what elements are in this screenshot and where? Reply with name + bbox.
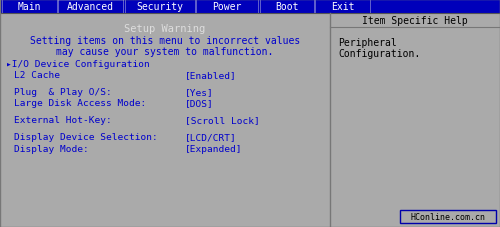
Text: [LCD/CRT]: [LCD/CRT] — [185, 133, 237, 142]
Text: ▸I/O Device Configuration: ▸I/O Device Configuration — [6, 60, 150, 69]
Bar — [0, 14, 330, 227]
Bar — [196, 0, 258, 14]
Text: HConline.com.cn: HConline.com.cn — [410, 212, 486, 221]
Bar — [125, 0, 195, 14]
Text: [DOS]: [DOS] — [185, 99, 214, 108]
Text: Large Disk Access Mode:: Large Disk Access Mode: — [14, 99, 146, 108]
Text: Item Specific Help: Item Specific Help — [362, 16, 468, 26]
Text: Advanced: Advanced — [67, 2, 114, 12]
Text: Display Mode:: Display Mode: — [14, 144, 89, 153]
Text: External Hot-Key:: External Hot-Key: — [14, 116, 112, 125]
Text: Configuration.: Configuration. — [338, 49, 420, 59]
Bar — [330, 14, 500, 227]
Bar — [315, 0, 370, 14]
Bar — [58, 0, 123, 14]
Text: [Enabled]: [Enabled] — [185, 71, 237, 80]
Text: Security: Security — [136, 2, 184, 12]
Bar — [400, 210, 496, 223]
Text: Display Device Selection:: Display Device Selection: — [14, 133, 158, 142]
Bar — [0, 0, 500, 14]
Text: Plug  & Play O/S:: Plug & Play O/S: — [14, 88, 112, 96]
Text: Peripheral: Peripheral — [338, 38, 397, 48]
Bar — [260, 0, 314, 14]
Text: L2 Cache: L2 Cache — [14, 71, 60, 80]
Text: Boot: Boot — [275, 2, 299, 12]
Bar — [330, 14, 500, 28]
Text: Setting items on this menu to incorrect values: Setting items on this menu to incorrect … — [30, 36, 300, 46]
Text: Exit: Exit — [331, 2, 354, 12]
Text: [Yes]: [Yes] — [185, 88, 214, 96]
Text: may cause your system to malfunction.: may cause your system to malfunction. — [56, 47, 274, 57]
Text: Power: Power — [212, 2, 242, 12]
Bar — [2, 0, 57, 14]
Text: Main: Main — [18, 2, 41, 12]
Text: [Expanded]: [Expanded] — [185, 144, 242, 153]
Text: [Scroll Lock]: [Scroll Lock] — [185, 116, 260, 125]
Text: Setup Warning: Setup Warning — [124, 24, 206, 34]
